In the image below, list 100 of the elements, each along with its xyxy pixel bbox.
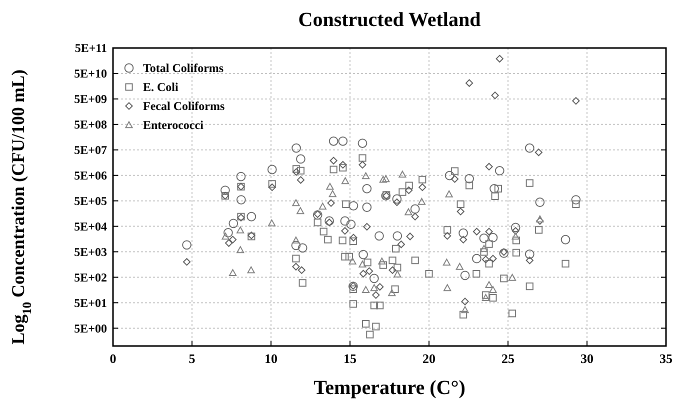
point xyxy=(318,202,326,210)
point xyxy=(223,228,233,238)
y-tick-label: 5E+04 xyxy=(74,220,107,234)
point xyxy=(326,182,334,190)
point xyxy=(350,234,358,242)
y-tick-label: 5E+07 xyxy=(74,143,107,158)
point xyxy=(535,198,545,207)
point xyxy=(358,160,366,169)
point xyxy=(534,148,542,156)
chart-title: Constructed Wetland xyxy=(298,9,481,31)
y-tick-label: 5E+03 xyxy=(74,244,107,259)
point xyxy=(292,168,300,176)
legend-label: Fecal Coliforms xyxy=(143,99,225,114)
point xyxy=(450,175,459,183)
point xyxy=(370,284,378,292)
point xyxy=(406,232,414,240)
point xyxy=(292,199,300,206)
point xyxy=(236,195,246,204)
point xyxy=(339,160,347,169)
point xyxy=(524,143,534,153)
point xyxy=(228,218,238,228)
point xyxy=(482,294,490,301)
point xyxy=(362,202,372,212)
point xyxy=(491,92,499,100)
point xyxy=(536,217,544,225)
point xyxy=(220,186,230,195)
point xyxy=(512,227,520,235)
point xyxy=(338,136,348,146)
point xyxy=(472,228,481,236)
point xyxy=(236,226,244,234)
point xyxy=(393,198,401,206)
point xyxy=(508,274,516,281)
point xyxy=(494,166,504,176)
point xyxy=(489,254,497,262)
point xyxy=(526,256,534,264)
point xyxy=(376,283,384,291)
point xyxy=(572,97,580,105)
point xyxy=(358,260,366,268)
y-tick-label: 5E+06 xyxy=(74,168,107,183)
point xyxy=(182,240,192,250)
point xyxy=(482,256,490,264)
point xyxy=(496,54,504,63)
y-tick-label: 5E+09 xyxy=(74,92,107,106)
y-tick-label: 5E+01 xyxy=(74,296,107,310)
y-tick-label: 5E+08 xyxy=(74,118,107,132)
point xyxy=(444,170,454,180)
point xyxy=(418,183,426,192)
point xyxy=(410,204,420,214)
point xyxy=(479,234,489,243)
x-tick-label: 20 xyxy=(422,351,436,366)
point xyxy=(560,234,570,244)
point xyxy=(222,232,230,240)
point xyxy=(291,240,301,250)
point xyxy=(363,222,371,231)
point xyxy=(228,269,237,276)
point xyxy=(392,231,402,241)
point xyxy=(358,250,368,260)
point xyxy=(292,236,300,244)
point xyxy=(392,194,402,204)
point xyxy=(328,190,336,198)
point xyxy=(358,138,368,148)
point xyxy=(268,183,276,192)
y-tick-label: 5E+02 xyxy=(74,270,107,284)
point xyxy=(418,198,426,205)
point xyxy=(362,172,370,180)
x-tick-label: 35 xyxy=(660,351,673,366)
x-tick-label: 10 xyxy=(264,351,278,366)
point xyxy=(398,170,406,178)
point xyxy=(404,208,412,216)
point xyxy=(236,172,246,182)
point xyxy=(388,289,396,296)
legend-label: Total Coliforms xyxy=(143,61,224,76)
point xyxy=(397,240,405,248)
point xyxy=(382,175,390,182)
point xyxy=(182,258,191,266)
point xyxy=(464,174,474,184)
point xyxy=(445,190,453,198)
point xyxy=(461,306,469,314)
point xyxy=(374,231,384,241)
point xyxy=(458,228,468,238)
point xyxy=(510,222,520,232)
x-tick-label: 30 xyxy=(580,351,594,366)
point xyxy=(388,266,396,274)
point xyxy=(372,291,380,299)
legend-label: E. Coli xyxy=(143,80,180,94)
point xyxy=(348,201,358,210)
point xyxy=(379,176,387,183)
point xyxy=(228,236,237,244)
point xyxy=(485,228,493,236)
point xyxy=(444,232,452,240)
point xyxy=(490,184,499,194)
point xyxy=(326,218,334,226)
point xyxy=(225,239,233,247)
point xyxy=(340,216,350,226)
point xyxy=(296,207,304,214)
point xyxy=(456,262,464,270)
y-tick-label: 5E+05 xyxy=(74,194,107,208)
point xyxy=(460,270,470,280)
point xyxy=(296,176,305,184)
point xyxy=(362,184,372,194)
